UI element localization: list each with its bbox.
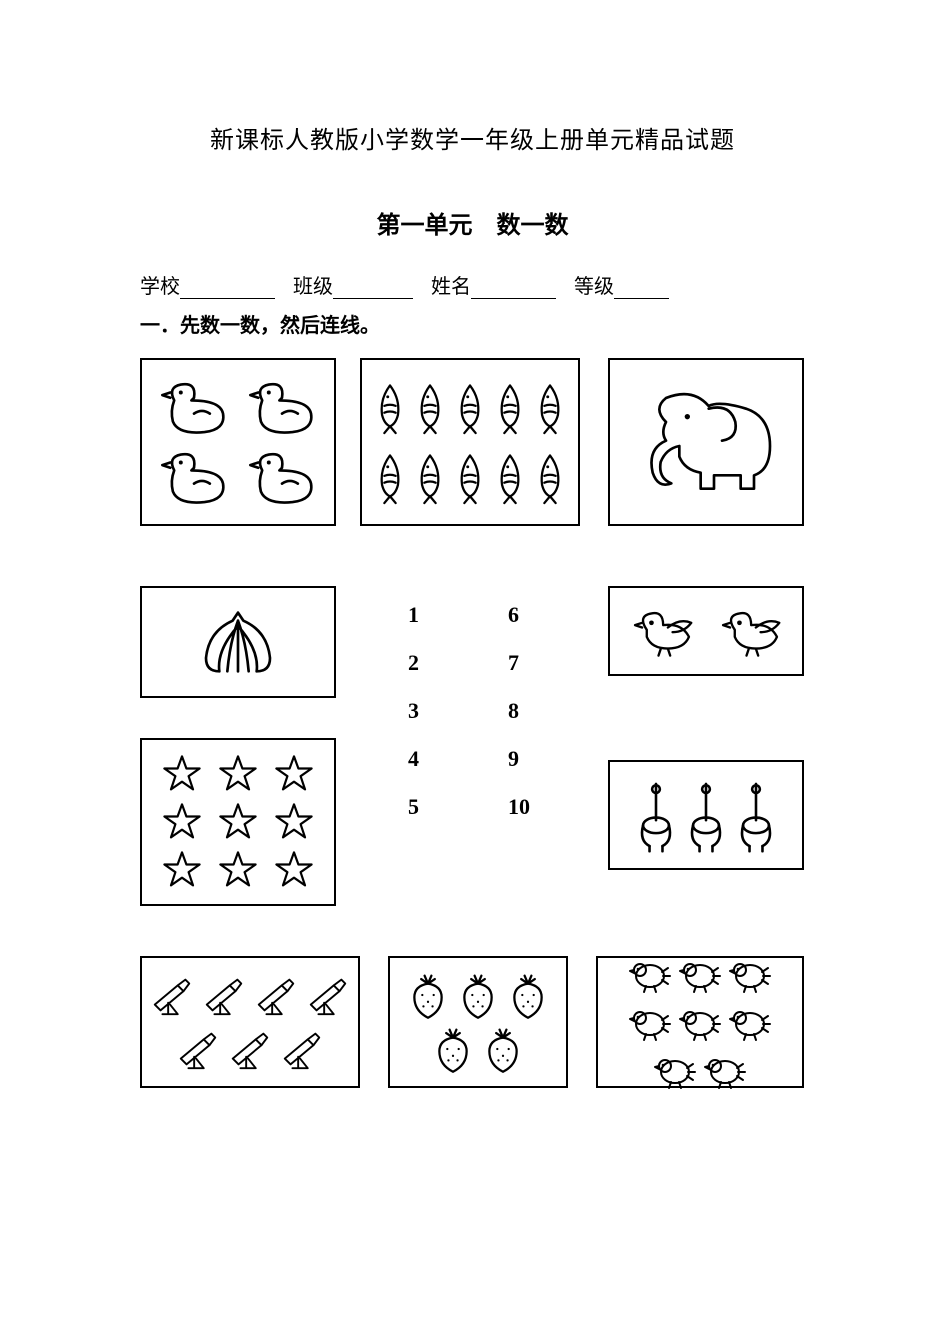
box-elephant	[608, 358, 804, 526]
star-icon	[269, 752, 319, 796]
telescope-icon	[175, 1024, 221, 1074]
match-number: 9	[508, 746, 530, 772]
fish-icon	[413, 444, 447, 510]
star-icon	[213, 848, 263, 892]
box-telescopes	[140, 956, 360, 1088]
student-info-line: 学校 班级 姓名 等级	[140, 270, 805, 299]
class-label: 班级	[293, 276, 333, 298]
chicken-icon	[628, 952, 672, 996]
duck-icon	[153, 444, 235, 510]
star-icon	[213, 752, 263, 796]
number-column-left: 1 2 3 4 5	[408, 602, 419, 820]
name-label: 姓名	[431, 276, 471, 298]
trumpet-icon	[734, 775, 778, 855]
grade-label: 等级	[574, 276, 614, 298]
trumpet-icon	[684, 775, 728, 855]
duck-icon	[241, 444, 323, 510]
banana-icon	[183, 602, 293, 682]
telescope-icon	[305, 970, 351, 1020]
chicken-icon	[728, 1000, 772, 1044]
strawberry-icon	[506, 970, 550, 1020]
fish-icon	[373, 444, 407, 510]
star-icon	[269, 800, 319, 844]
telescope-icon	[227, 1024, 273, 1074]
bird-icon	[709, 600, 791, 662]
star-icon	[157, 848, 207, 892]
telescope-icon	[253, 970, 299, 1020]
match-number: 7	[508, 650, 530, 676]
telescope-icon	[149, 970, 195, 1020]
box-fish	[360, 358, 580, 526]
match-number: 3	[408, 698, 419, 724]
chicken-icon	[678, 1000, 722, 1044]
chicken-icon	[678, 952, 722, 996]
strawberry-icon	[456, 970, 500, 1020]
fish-icon	[453, 444, 487, 510]
name-blank[interactable]	[471, 276, 556, 299]
match-number: 1	[408, 602, 419, 628]
strawberry-icon	[406, 970, 450, 1020]
box-stars	[140, 738, 336, 906]
box-birds	[608, 586, 804, 676]
telescope-icon	[279, 1024, 325, 1074]
question-instruction: 一．先数一数，然后连线。	[140, 309, 805, 338]
fish-icon	[533, 444, 567, 510]
fish-icon	[533, 374, 567, 440]
box-ducks	[140, 358, 336, 526]
school-label: 学校	[140, 276, 180, 298]
box-chickens	[596, 956, 804, 1088]
unit-title: 第一单元 数一数	[140, 205, 805, 240]
duck-icon	[153, 374, 235, 440]
star-icon	[157, 752, 207, 796]
match-number: 5	[408, 794, 419, 820]
worksheet-page: 新课标人教版小学数学一年级上册单元精品试题 第一单元 数一数 学校 班级 姓名 …	[0, 0, 945, 1198]
fish-icon	[493, 374, 527, 440]
star-icon	[269, 848, 319, 892]
strawberry-icon	[431, 1024, 475, 1074]
grade-blank[interactable]	[614, 276, 669, 299]
star-icon	[213, 800, 263, 844]
number-column-right: 6 7 8 9 10	[508, 602, 530, 820]
chicken-icon	[728, 952, 772, 996]
box-bananas	[140, 586, 336, 698]
trumpet-icon	[634, 775, 678, 855]
star-icon	[157, 800, 207, 844]
match-number: 2	[408, 650, 419, 676]
elephant-icon	[626, 377, 786, 507]
counting-worksheet: 1 2 3 4 5 6 7 8 9 10	[140, 358, 800, 1118]
chicken-icon	[703, 1048, 747, 1092]
box-strawberries	[388, 956, 568, 1088]
match-number: 10	[508, 794, 530, 820]
box-trumpets	[608, 760, 804, 870]
fish-icon	[453, 374, 487, 440]
class-blank[interactable]	[333, 276, 413, 299]
match-number: 6	[508, 602, 530, 628]
fish-icon	[413, 374, 447, 440]
document-title: 新课标人教版小学数学一年级上册单元精品试题	[140, 120, 805, 155]
telescope-icon	[201, 970, 247, 1020]
bird-icon	[621, 600, 703, 662]
match-number: 8	[508, 698, 530, 724]
school-blank[interactable]	[180, 276, 275, 299]
fish-icon	[373, 374, 407, 440]
chicken-icon	[628, 1000, 672, 1044]
chicken-icon	[653, 1048, 697, 1092]
match-number: 4	[408, 746, 419, 772]
strawberry-icon	[481, 1024, 525, 1074]
duck-icon	[241, 374, 323, 440]
fish-icon	[493, 444, 527, 510]
